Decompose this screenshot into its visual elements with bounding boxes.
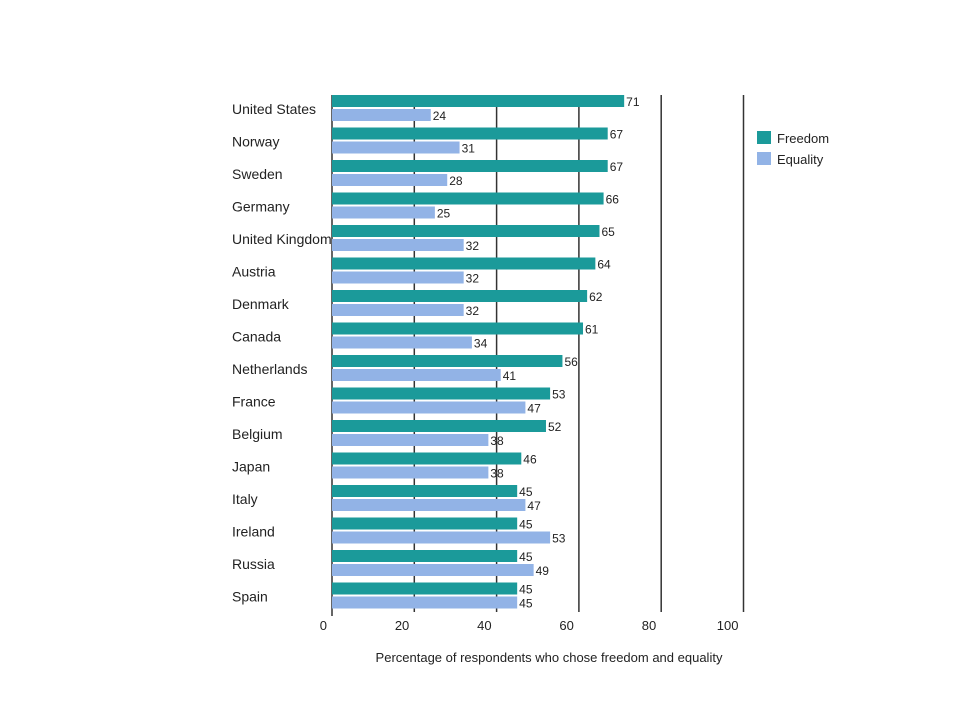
value-label-freedom: 45 <box>519 583 533 597</box>
value-label-freedom: 64 <box>597 258 611 272</box>
bar-equality <box>332 596 518 609</box>
bar-freedom <box>332 322 584 335</box>
bar-equality <box>332 369 501 381</box>
value-label-equality: 32 <box>466 304 480 318</box>
category-label: Russia <box>232 556 275 572</box>
x-tick-label: 100 <box>717 618 739 633</box>
bar-equality <box>332 401 526 414</box>
value-label-equality: 45 <box>519 597 533 611</box>
value-label-freedom: 56 <box>564 355 578 369</box>
bar-freedom <box>332 517 518 530</box>
bar-equality <box>332 499 526 511</box>
category-label: Canada <box>232 329 281 345</box>
value-label-freedom: 52 <box>548 420 562 434</box>
category-label: Germany <box>232 199 290 215</box>
value-label-equality: 25 <box>437 207 451 221</box>
category-label: France <box>232 394 276 410</box>
value-label-freedom: 71 <box>626 95 640 109</box>
x-tick-label: 80 <box>642 618 656 633</box>
bars <box>332 95 625 609</box>
category-label: United States <box>232 101 316 117</box>
value-label-equality: 47 <box>527 499 541 513</box>
bar-equality <box>332 564 534 576</box>
value-label-equality: 49 <box>536 564 550 578</box>
bar-equality <box>332 336 472 349</box>
x-axis-ticks: 0 20 40 60 80 100 <box>320 618 739 633</box>
category-label: Denmark <box>232 296 290 312</box>
value-label-equality: 41 <box>503 369 517 383</box>
category-label: Ireland <box>232 524 275 540</box>
bar-freedom <box>332 582 518 595</box>
bar-equality <box>332 531 551 544</box>
bar-equality <box>332 109 431 121</box>
bar-freedom <box>332 192 604 205</box>
value-label-freedom: 53 <box>552 388 566 402</box>
bar-equality <box>332 174 448 186</box>
value-label-equality: 47 <box>527 402 541 416</box>
category-label: Netherlands <box>232 361 308 377</box>
bar-freedom <box>332 225 600 237</box>
category-label: Sweden <box>232 166 283 182</box>
category-label: Belgium <box>232 426 283 442</box>
bar-equality <box>332 206 435 219</box>
value-label-freedom: 66 <box>606 193 620 207</box>
category-label: Spain <box>232 589 268 605</box>
legend: Freedom Equality <box>757 131 829 167</box>
value-label-freedom: 65 <box>601 225 615 239</box>
bar-equality <box>332 271 464 284</box>
legend-label-freedom: Freedom <box>777 131 829 146</box>
value-label-freedom: 67 <box>610 128 624 142</box>
bar-freedom <box>332 355 563 367</box>
x-axis-title: Percentage of respondents who chose free… <box>376 650 723 665</box>
value-label-freedom: 67 <box>610 160 624 174</box>
category-labels: United States Norway Sweden Germany United K… <box>232 101 332 605</box>
value-label-equality: 28 <box>449 174 463 188</box>
bar-equality <box>332 141 460 154</box>
value-label-equality: 24 <box>433 109 447 123</box>
category-label: United Kingdom <box>232 231 332 247</box>
legend-label-equality: Equality <box>777 152 824 167</box>
value-label-equality: 38 <box>490 467 504 481</box>
value-label-freedom: 61 <box>585 323 599 337</box>
value-label-equality: 31 <box>462 142 476 156</box>
value-labels: 71 24 67 31 67 28 66 25 65 32 64 32 62 32 61 34 56 41 53 47… <box>433 95 640 611</box>
bar-freedom <box>332 127 608 140</box>
bar-freedom <box>332 550 518 562</box>
bar-freedom <box>332 95 625 107</box>
bar-freedom <box>332 257 596 270</box>
category-label: Italy <box>232 491 258 507</box>
bar-freedom <box>332 160 608 172</box>
category-label: Austria <box>232 264 276 280</box>
value-label-equality: 38 <box>490 434 504 448</box>
value-label-freedom: 45 <box>519 485 533 499</box>
value-label-equality: 53 <box>552 532 566 546</box>
value-label-equality: 32 <box>466 272 480 286</box>
value-label-freedom: 46 <box>523 453 537 467</box>
x-tick-label: 40 <box>477 618 491 633</box>
bar-equality <box>332 466 489 479</box>
value-label-freedom: 62 <box>589 290 603 304</box>
x-tick-label: 20 <box>395 618 409 633</box>
value-label-freedom: 45 <box>519 518 533 532</box>
bar-equality <box>332 239 464 251</box>
bar-freedom <box>332 452 522 465</box>
x-tick-label: 0 <box>320 618 327 633</box>
bar-freedom <box>332 485 518 497</box>
x-tick-label: 60 <box>559 618 573 633</box>
legend-swatch-equality <box>757 152 771 165</box>
value-label-equality: 32 <box>466 239 480 253</box>
legend-swatch-freedom <box>757 131 771 144</box>
value-label-equality: 34 <box>474 337 488 351</box>
bar-equality <box>332 304 464 316</box>
bar-freedom <box>332 290 588 302</box>
bar-freedom <box>332 387 551 400</box>
bar-freedom <box>332 420 546 432</box>
category-label: Japan <box>232 459 270 475</box>
category-label: Norway <box>232 134 279 150</box>
bar-equality <box>332 434 489 446</box>
value-label-freedom: 45 <box>519 550 533 564</box>
